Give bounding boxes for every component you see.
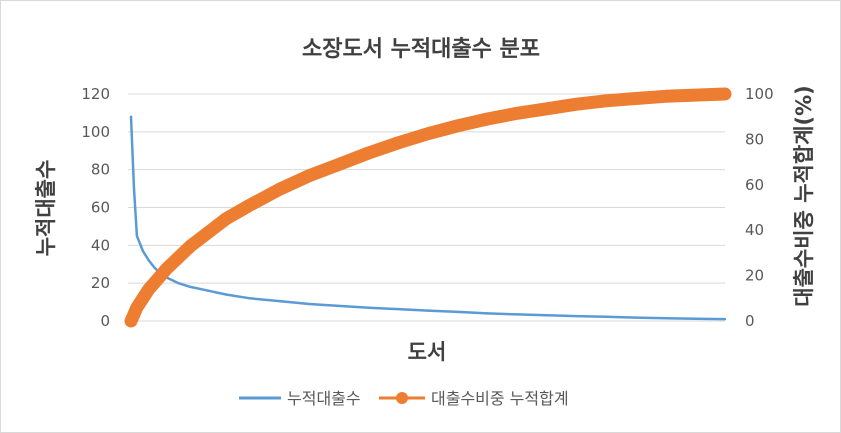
point-cumulative-share (362, 147, 375, 159)
point-cumulative-share (719, 88, 731, 100)
point-cumulative-loans (132, 187, 136, 190)
point-cumulative-loans (278, 299, 281, 303)
right-tick-label: 80 (745, 130, 764, 148)
point-cumulative-share (481, 113, 494, 125)
point-cumulative-share (273, 183, 286, 196)
point-cumulative-loans (605, 315, 608, 318)
point-cumulative-share (160, 262, 173, 275)
left-tick-label: 120 (81, 85, 110, 103)
right-tick-label: 0 (745, 312, 755, 330)
point-cumulative-share (600, 94, 613, 107)
right-tick-label: 60 (745, 176, 764, 194)
point-cumulative-loans (207, 289, 210, 292)
point-cumulative-share (540, 102, 553, 115)
point-cumulative-loans (248, 297, 251, 300)
point-cumulative-share (172, 251, 185, 264)
point-cumulative-share (451, 119, 464, 132)
left-tick-label: 0 (100, 312, 110, 330)
legend-label-cumulative-loans: 누적대출수 (287, 389, 361, 408)
series-layer (124, 87, 732, 328)
left-tick-label: 20 (91, 274, 110, 292)
legend-marker-cumulative-share (396, 392, 408, 404)
point-cumulative-loans (575, 314, 578, 318)
point-cumulative-loans (135, 234, 139, 238)
point-cumulative-loans (545, 314, 548, 317)
point-cumulative-loans (189, 285, 192, 289)
left-axis-title: 누적대출수 (34, 160, 58, 257)
point-cumulative-loans (308, 302, 311, 306)
point-cumulative-loans (224, 293, 228, 296)
point-cumulative-share (511, 107, 524, 120)
legend: 누적대출수 대출수비중 누적합계 (239, 389, 569, 408)
right-axis-ticks: 0 20 40 60 80 100 (745, 85, 774, 330)
point-cumulative-loans (153, 266, 156, 270)
right-tick-label: 20 (745, 267, 764, 285)
point-cumulative-share (136, 292, 149, 305)
point-cumulative-loans (426, 309, 430, 312)
point-cumulative-loans (664, 317, 667, 320)
right-tick-label: 100 (745, 85, 774, 103)
point-cumulative-loans (723, 317, 727, 321)
point-cumulative-loans (141, 249, 145, 253)
left-tick-label: 80 (91, 161, 110, 179)
point-cumulative-share (659, 90, 672, 103)
point-cumulative-share (332, 158, 345, 171)
left-tick-label: 100 (81, 123, 110, 141)
grid (128, 93, 725, 284)
point-cumulative-share (629, 92, 642, 105)
point-cumulative-share (303, 169, 316, 182)
point-cumulative-share (202, 226, 215, 239)
point-cumulative-loans (337, 304, 341, 308)
point-cumulative-share (220, 212, 232, 225)
point-cumulative-loans (147, 259, 150, 262)
left-tick-label: 60 (91, 199, 110, 217)
point-cumulative-loans (397, 307, 400, 311)
point-cumulative-loans (456, 310, 459, 314)
point-cumulative-loans (634, 316, 638, 319)
legend-label-cumulative-share: 대출수비중 누적합계 (431, 389, 569, 408)
x-axis-title: 도서 (408, 340, 447, 364)
point-cumulative-share (689, 89, 702, 102)
point-cumulative-share (422, 127, 434, 140)
point-cumulative-share (570, 98, 583, 111)
point-cumulative-loans (486, 312, 489, 315)
left-axis-ticks: 0 20 40 60 80 100 120 (81, 85, 110, 330)
point-cumulative-loans (515, 313, 519, 316)
point-cumulative-share (130, 301, 143, 314)
point-cumulative-loans (367, 306, 370, 309)
right-axis-title: 대출수비중 누적합계(%) (792, 85, 816, 306)
point-cumulative-loans (694, 317, 697, 320)
point-cumulative-share (184, 240, 197, 253)
left-tick-label: 40 (91, 236, 110, 254)
point-cumulative-share (392, 136, 405, 149)
point-cumulative-loans (177, 282, 180, 285)
right-tick-label: 40 (745, 221, 764, 239)
chart-title: 소장도서 누적대출수 분포 (302, 37, 540, 62)
point-cumulative-loans (129, 115, 133, 118)
point-cumulative-share (243, 199, 256, 212)
